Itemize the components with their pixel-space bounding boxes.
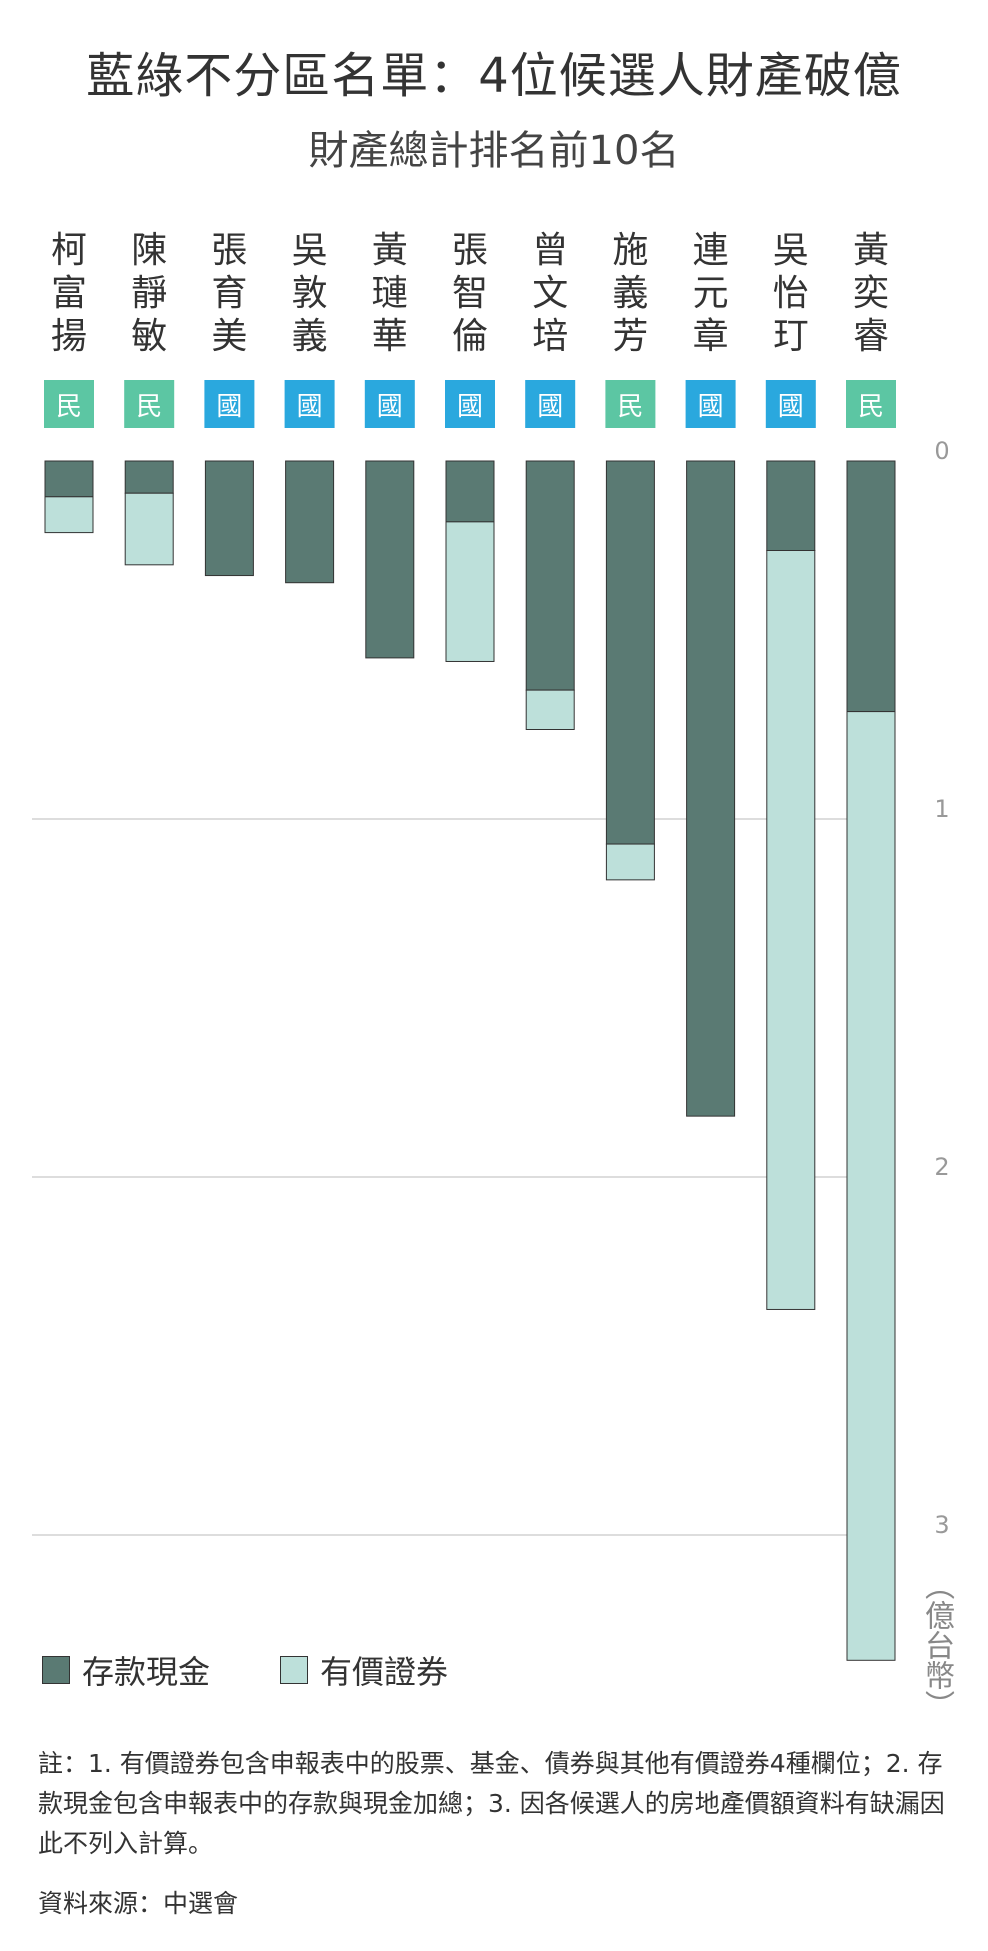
candidate-name-9-char-1: 怡 (773, 273, 809, 314)
bar-cash-0 (44, 460, 94, 498)
party-badge-label-8: 國 (698, 392, 724, 422)
footnotes: 註：1. 有價證券包含申報表中的股票、基金、債券與其他有價證券4種欄位；2. 存… (38, 1749, 945, 1858)
party-badge-label-3: 國 (297, 392, 323, 422)
party-badge-10 (846, 380, 896, 428)
candidate-name-10-char-2: 睿 (853, 316, 889, 357)
candidate-name-2-char-0: 張 (211, 230, 247, 271)
bar-securities-6 (525, 689, 575, 730)
candidate-name-1-char-0: 陳 (131, 230, 167, 271)
candidate-name-10-char-0: 黃 (853, 230, 889, 271)
candidate-name-4-char-2: 華 (372, 316, 408, 357)
party-badge-8 (685, 380, 736, 428)
party-badge-label-1: 民 (136, 392, 162, 422)
legend-swatch-securities (280, 1656, 308, 1684)
candidate-name-5-char-0: 張 (452, 230, 488, 271)
candidate-name-4-char-0: 黃 (372, 230, 408, 271)
candidate-name-2-char-1: 育 (211, 273, 247, 314)
legend-item-cash: 存款現金 (42, 1650, 211, 1691)
bar-securities-1 (124, 492, 174, 566)
bar-securities-10 (846, 711, 896, 1661)
bar-cash-9 (766, 460, 816, 551)
bar-cash-7 (605, 460, 655, 845)
bar-cash-10 (846, 460, 896, 713)
candidate-name-0-char-0: 柯 (51, 230, 87, 271)
bar-cash-8 (686, 460, 736, 1117)
candidate-name-6-char-1: 文 (532, 273, 568, 314)
party-badge-label-4: 國 (377, 392, 403, 422)
party-badge-0 (44, 380, 94, 428)
candidate-name-8-char-1: 元 (693, 273, 729, 314)
bar-cash-2 (204, 460, 254, 577)
stacked-bar-chart: 0123柯富揚民陳靜敏民張育美國吳敦義國黃璉華國張智倫國曾文培國施義芳民連元章國… (32, 230, 950, 1661)
candidate-name-10-char-1: 奕 (853, 273, 889, 314)
party-badge-label-7: 民 (617, 392, 643, 422)
bar-cash-6 (525, 460, 575, 691)
party-badge-label-5: 國 (457, 392, 483, 422)
candidate-name-9-char-2: 玎 (773, 316, 809, 357)
bar-securities-9 (766, 550, 816, 1310)
candidate-name-7-char-1: 義 (612, 273, 648, 314)
candidate-name-9-char-0: 吳 (773, 230, 809, 271)
party-badge-9 (765, 380, 816, 428)
party-badge-label-2: 國 (216, 392, 242, 422)
party-badge-label-10: 民 (858, 392, 884, 422)
candidate-name-2-char-2: 美 (211, 316, 247, 357)
candidate-name-0-char-1: 富 (51, 273, 87, 314)
candidate-name-4-char-1: 璉 (372, 273, 408, 314)
candidate-name-3-char-1: 敦 (292, 273, 328, 314)
party-badge-1 (124, 380, 175, 428)
y-tick-label-3: 3 (934, 1511, 949, 1539)
chart-subtitle: 財產總計排名前10名 (308, 128, 680, 174)
candidate-name-3-char-2: 義 (292, 316, 328, 357)
legend-item-securities: 有價證券 (280, 1650, 449, 1691)
party-badge-label-0: 民 (56, 392, 82, 422)
y-tick-label-0: 0 (934, 437, 949, 465)
party-badge-label-6: 國 (537, 392, 563, 422)
candidate-name-1-char-1: 靜 (131, 273, 167, 314)
candidate-name-5-char-2: 倫 (452, 316, 488, 357)
candidate-name-8-char-0: 連 (693, 230, 729, 271)
candidate-name-0-char-2: 揚 (51, 316, 87, 357)
party-badge-6 (525, 380, 576, 428)
candidate-name-7-char-0: 施 (612, 230, 648, 271)
candidate-name-6-char-2: 培 (532, 316, 568, 357)
candidate-name-3-char-0: 吳 (292, 230, 328, 271)
candidate-name-6-char-0: 曾 (532, 230, 568, 271)
y-tick-label-2: 2 (934, 1153, 949, 1181)
party-badge-3 (284, 380, 335, 428)
legend-swatch-cash (42, 1656, 70, 1684)
bar-cash-1 (124, 460, 174, 494)
party-badge-label-9: 國 (778, 392, 804, 422)
candidate-name-5-char-1: 智 (452, 273, 488, 314)
candidate-name-8-char-2: 章 (693, 316, 729, 357)
bar-cash-3 (285, 460, 335, 584)
bar-securities-7 (605, 843, 655, 881)
y-axis-unit-label: （億台幣） (919, 1570, 954, 1720)
party-badge-2 (204, 380, 255, 428)
data-source: 資料來源：中選會 (38, 1889, 239, 1918)
bar-securities-5 (445, 521, 495, 662)
candidate-name-7-char-2: 芳 (612, 316, 648, 357)
y-tick-label-1: 1 (934, 795, 949, 823)
chart-title: 藍綠不分區名單：4位候選人財產破億 (86, 48, 902, 104)
bar-securities-0 (44, 496, 94, 534)
party-badge-5 (445, 380, 495, 428)
bar-cash-5 (445, 460, 495, 523)
candidate-name-1-char-2: 敏 (131, 316, 167, 357)
bar-cash-4 (365, 460, 415, 659)
legend-label-securities: 有價證券 (320, 1653, 449, 1691)
legend-label-cash: 存款現金 (82, 1653, 211, 1691)
party-badge-4 (364, 380, 415, 428)
party-badge-7 (605, 380, 656, 428)
